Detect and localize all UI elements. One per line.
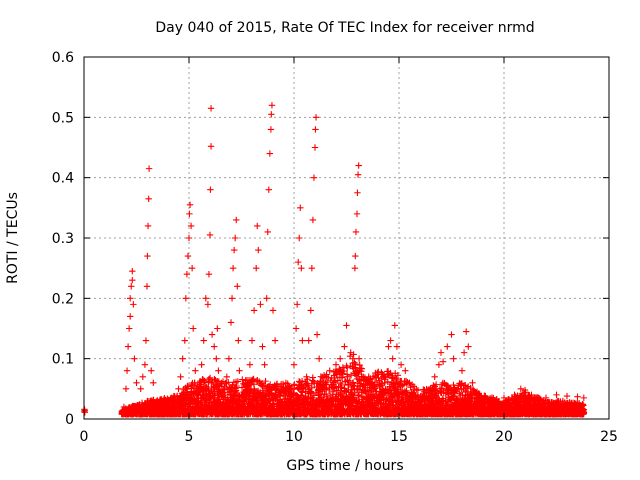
data-point (207, 186, 214, 193)
data-point (130, 301, 137, 308)
data-point (145, 165, 153, 172)
data-point (228, 295, 236, 302)
data-point (269, 307, 277, 314)
data-point (207, 105, 215, 112)
data-point (266, 150, 274, 157)
data-point (268, 102, 276, 109)
data-point (208, 379, 215, 387)
data-point (206, 374, 214, 381)
data-point (208, 331, 216, 338)
data-point (254, 222, 261, 230)
data-point (123, 367, 131, 374)
data-point (183, 271, 191, 278)
data-points (81, 102, 588, 418)
data-point (268, 111, 275, 118)
data-point (236, 367, 243, 374)
data-point (223, 373, 230, 380)
data-point (206, 231, 214, 239)
data-point (246, 361, 254, 368)
data-point (148, 367, 155, 374)
data-point (133, 379, 140, 386)
data-point (263, 295, 270, 302)
data-point (259, 343, 266, 350)
data-point (265, 186, 272, 193)
data-point (296, 234, 303, 242)
data-point (144, 222, 152, 230)
data-point (207, 143, 215, 150)
data-point (257, 301, 264, 308)
data-point (234, 283, 241, 290)
data-point (125, 325, 133, 332)
data-point (290, 361, 298, 368)
data-point (267, 126, 275, 133)
data-point (295, 258, 302, 266)
data-point (227, 319, 235, 326)
data-point (186, 210, 193, 218)
data-point (143, 283, 151, 290)
data-point (150, 379, 157, 386)
data-point (184, 252, 192, 260)
data-point (185, 234, 193, 242)
data-point (137, 385, 144, 393)
data-point (145, 195, 152, 202)
data-point (139, 373, 146, 380)
data-point (186, 201, 194, 209)
data-point (124, 343, 132, 350)
data-point (192, 367, 199, 374)
data-point (214, 325, 221, 332)
data-point (122, 385, 130, 393)
data-point (293, 301, 301, 308)
data-point (181, 337, 188, 344)
data-point (141, 361, 149, 368)
chart-title: Day 040 of 2015, Rate Of TEC Index for r… (155, 20, 534, 36)
data-point (235, 337, 242, 344)
data-point (248, 337, 256, 344)
data-point (271, 337, 279, 344)
data-point (215, 367, 222, 374)
data-point (255, 246, 262, 254)
data-point (205, 271, 213, 278)
data-point (250, 307, 258, 314)
data-point (201, 377, 208, 385)
data-point (190, 325, 197, 332)
data-point (188, 264, 196, 272)
data-point (127, 295, 134, 302)
data-point (202, 295, 209, 302)
data-point (182, 295, 190, 302)
data-point (198, 361, 205, 368)
data-point (211, 343, 218, 350)
data-point (232, 234, 239, 242)
data-point (292, 325, 300, 332)
data-point (127, 313, 134, 320)
data-point (128, 283, 135, 290)
data-point (225, 355, 233, 362)
data-point (205, 375, 213, 383)
data-point (179, 355, 186, 362)
data-point (177, 373, 184, 380)
data-point (142, 337, 150, 344)
data-point (129, 277, 136, 284)
data-point (253, 264, 260, 272)
data-point (200, 337, 207, 344)
data-point (233, 216, 240, 224)
data-point (261, 361, 268, 368)
data-point (213, 355, 220, 362)
data-point (230, 246, 238, 254)
data-point (175, 385, 182, 393)
data-point (129, 267, 136, 275)
data-point (264, 228, 271, 236)
data-point (229, 264, 237, 272)
data-point (184, 383, 191, 390)
data-point (144, 252, 151, 260)
data-point (297, 204, 304, 212)
data-point (204, 301, 212, 308)
data-point (131, 355, 138, 362)
data-point (218, 382, 225, 390)
